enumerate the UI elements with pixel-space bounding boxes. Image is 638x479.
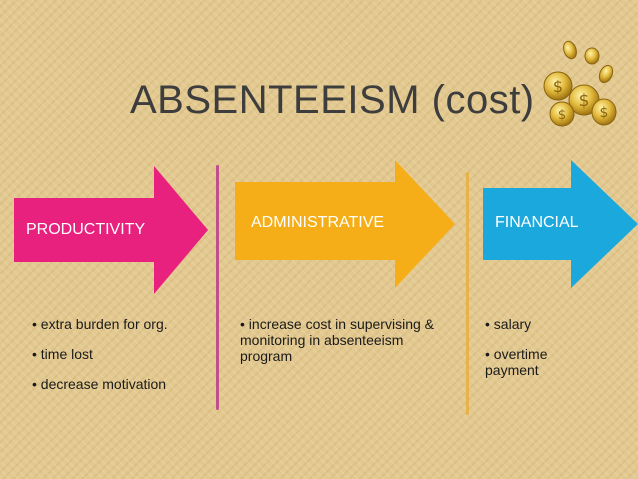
- arrow-productivity: PRODUCTIVITY: [14, 164, 210, 296]
- arrow-productivity-shape: [14, 166, 208, 294]
- svg-text:$: $: [579, 91, 590, 111]
- gold-coins-icon: $ $ $ $: [540, 38, 622, 130]
- divider-orange: [466, 172, 469, 415]
- arrow-financial-shape: [483, 160, 638, 288]
- arrow-financial: FINANCIAL: [483, 158, 638, 290]
- svg-text:$: $: [558, 108, 566, 123]
- bullet-item: • time lost: [32, 346, 93, 362]
- bullets-administrative: • increase cost in supervising & monitor…: [240, 316, 450, 378]
- svg-text:$: $: [600, 105, 609, 121]
- svg-text:$: $: [553, 77, 563, 96]
- bullet-item: • overtime payment: [485, 346, 548, 378]
- arrow-administrative: ADMINISTRATIVE: [235, 158, 457, 290]
- arrow-label-productivity: PRODUCTIVITY: [26, 221, 146, 238]
- bullet-item: • increase cost in supervising & monitor…: [240, 316, 434, 364]
- bullets-productivity: • extra burden for org. • time lost • de…: [32, 316, 212, 406]
- slide-title: ABSENTEEISM (cost): [130, 78, 535, 122]
- bullet-item: • extra burden for org.: [32, 316, 168, 332]
- arrow-label-administrative: ADMINISTRATIVE: [251, 214, 385, 231]
- arrow-label-financial: FINANCIAL: [495, 214, 579, 231]
- bullet-item: • salary: [485, 316, 532, 332]
- divider-pink: [216, 165, 219, 410]
- bullets-financial: • salary • overtime payment: [485, 316, 595, 392]
- arrow-administrative-shape: [235, 160, 455, 288]
- bullet-item: • decrease motivation: [32, 376, 167, 392]
